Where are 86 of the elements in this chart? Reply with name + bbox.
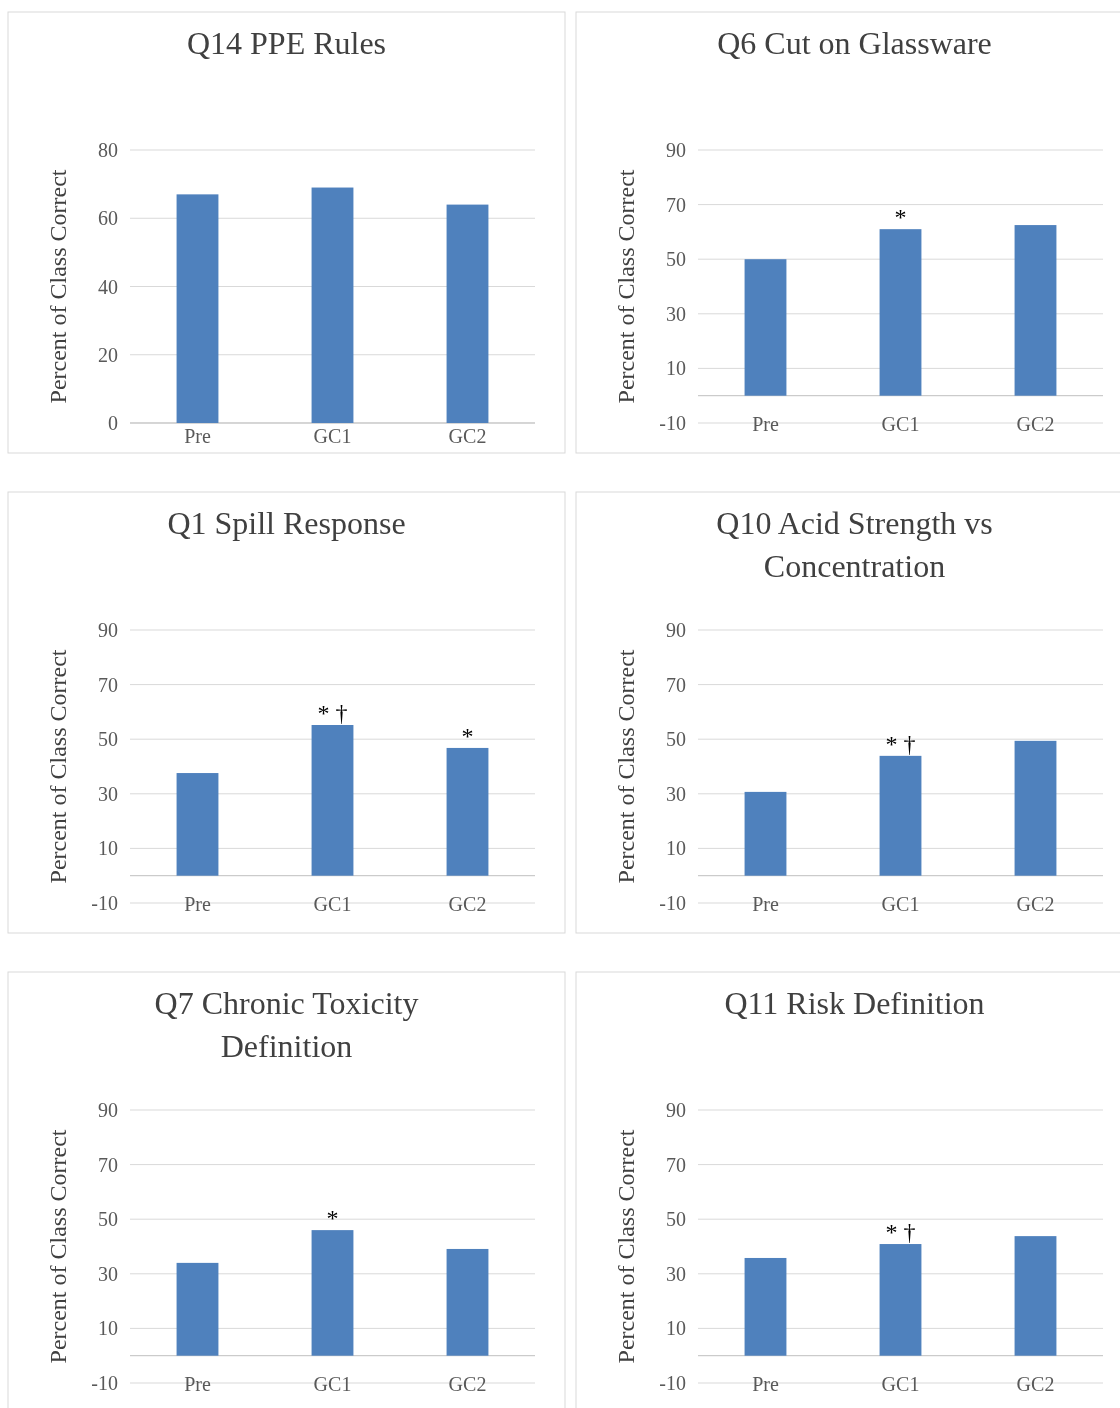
- bar: [1014, 740, 1057, 876]
- y-tick-label: 70: [666, 1153, 686, 1176]
- y-tick-label: 90: [98, 1099, 118, 1121]
- y-tick-label: 40: [98, 275, 118, 298]
- bar: [311, 187, 354, 423]
- bar: [879, 755, 922, 876]
- annotation: * †: [885, 1219, 916, 1246]
- bar: [176, 1262, 219, 1356]
- x-tick-label: GC2: [1016, 1372, 1055, 1395]
- y-tick-label: -10: [659, 412, 686, 434]
- y-axis-title: Percent of Class Correct: [613, 1129, 639, 1364]
- bar: [446, 747, 489, 876]
- bar: [311, 725, 354, 876]
- y-tick-label: 60: [98, 207, 118, 230]
- y-tick-label: 50: [666, 728, 686, 751]
- x-tick-label: GC1: [313, 892, 352, 915]
- annotation: *: [326, 1205, 339, 1232]
- bar: [176, 194, 219, 423]
- annotation: *: [894, 204, 907, 231]
- chart-title: Q10 Acid Strength vs Concentration: [716, 505, 993, 584]
- y-axis-title: Percent of Class Correct: [45, 649, 71, 884]
- y-tick-label: 30: [98, 1262, 118, 1285]
- y-tick-label: 80: [98, 139, 118, 161]
- annotation: *: [461, 722, 474, 749]
- y-tick-label: 0: [108, 412, 118, 434]
- bar: [744, 791, 787, 876]
- x-tick-label: Pre: [184, 425, 211, 447]
- y-tick-label: 20: [98, 343, 118, 366]
- y-tick-label: 50: [666, 248, 686, 271]
- x-tick-label: Pre: [752, 412, 779, 435]
- y-tick-label: 30: [98, 782, 118, 805]
- chart-title: Q7 Chronic Toxicity Definition: [154, 985, 419, 1064]
- x-tick-label: GC2: [1016, 412, 1055, 435]
- y-axis-title: Percent of Class Correct: [45, 1129, 71, 1364]
- y-tick-label: -10: [659, 892, 686, 914]
- y-tick-label: -10: [659, 1372, 686, 1394]
- y-tick-label: 10: [666, 357, 686, 380]
- bar: [1014, 225, 1057, 396]
- y-tick-label: 10: [98, 1317, 118, 1340]
- chart-title: Q1 Spill Response: [167, 505, 406, 541]
- annotation: * †: [885, 730, 916, 757]
- chart-title: Q11 Risk Definition: [724, 985, 985, 1021]
- y-tick-label: 90: [666, 619, 686, 641]
- x-tick-label: GC1: [881, 1372, 920, 1395]
- x-tick-label: GC2: [448, 892, 487, 915]
- y-tick-label: 90: [666, 1099, 686, 1121]
- bar: [176, 773, 219, 876]
- annotation: * †: [317, 700, 348, 726]
- bar: [446, 1248, 489, 1356]
- y-tick-label: -10: [91, 1372, 118, 1394]
- x-tick-label: GC1: [313, 425, 352, 447]
- y-tick-label: 70: [666, 193, 686, 216]
- y-tick-label: 10: [98, 837, 118, 860]
- y-axis-title: Percent of Class Correct: [613, 169, 639, 404]
- x-tick-label: GC1: [313, 1372, 352, 1395]
- bar: [446, 204, 489, 423]
- x-tick-label: Pre: [184, 1372, 211, 1395]
- y-tick-label: 90: [98, 619, 118, 641]
- y-axis-title: Percent of Class Correct: [613, 649, 639, 884]
- y-tick-label: 10: [666, 1317, 686, 1340]
- x-tick-label: Pre: [752, 892, 779, 915]
- y-tick-label: 90: [666, 139, 686, 161]
- bar: [744, 259, 787, 396]
- x-tick-label: GC1: [881, 892, 920, 915]
- x-tick-label: GC2: [448, 425, 487, 447]
- y-axis-title: Percent of Class Correct: [45, 169, 71, 404]
- y-tick-label: 30: [666, 302, 686, 325]
- y-tick-label: 30: [666, 1262, 686, 1285]
- x-tick-label: Pre: [184, 892, 211, 915]
- y-tick-label: 50: [666, 1208, 686, 1231]
- x-tick-label: GC1: [881, 412, 920, 435]
- bar: [879, 229, 922, 396]
- y-tick-label: 70: [666, 673, 686, 696]
- x-tick-label: GC2: [448, 1372, 487, 1395]
- bar: [311, 1230, 354, 1356]
- y-tick-label: 70: [98, 673, 118, 696]
- y-tick-label: 50: [98, 1208, 118, 1231]
- chart-title: Q14 PPE Rules: [186, 25, 387, 61]
- y-tick-label: 50: [98, 728, 118, 751]
- y-tick-label: 70: [98, 1153, 118, 1176]
- chart-title: Q6 Cut on Glassware: [717, 25, 992, 61]
- y-tick-label: -10: [91, 892, 118, 914]
- y-tick-label: 10: [666, 837, 686, 860]
- y-tick-label: 30: [666, 782, 686, 805]
- x-tick-label: GC2: [1016, 892, 1055, 915]
- x-tick-label: Pre: [752, 1372, 779, 1395]
